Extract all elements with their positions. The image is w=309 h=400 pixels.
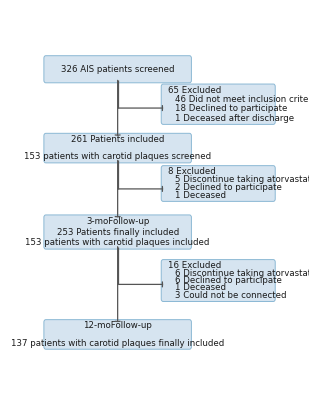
Text: 1 Deceased: 1 Deceased [175,284,226,292]
Text: 6 Declined to participate: 6 Declined to participate [175,276,282,285]
Text: 153 patients with carotid plaques included: 153 patients with carotid plaques includ… [25,238,210,248]
Text: 16 Excluded: 16 Excluded [168,261,221,270]
FancyBboxPatch shape [161,166,275,201]
FancyBboxPatch shape [161,260,275,302]
Text: 153 patients with carotid plaques screened: 153 patients with carotid plaques screen… [24,152,211,161]
Text: 8 Excluded: 8 Excluded [168,167,216,176]
FancyBboxPatch shape [44,56,191,83]
Text: 46 Did not meet inclusion criteria: 46 Did not meet inclusion criteria [175,95,309,104]
Text: 2 Declined to participate: 2 Declined to participate [175,183,282,192]
FancyBboxPatch shape [44,320,191,349]
Text: 137 patients with carotid plaques finally included: 137 patients with carotid plaques finall… [11,338,224,348]
Text: 1 Deceased: 1 Deceased [175,191,226,200]
Text: 1 Deceased after discharge: 1 Deceased after discharge [175,114,294,123]
Text: 5 Discontinue taking atorvastatin: 5 Discontinue taking atorvastatin [175,175,309,184]
Text: 12-moFollow-up: 12-moFollow-up [83,321,152,330]
Text: 3 Could not be connected: 3 Could not be connected [175,291,287,300]
FancyBboxPatch shape [44,215,191,249]
FancyBboxPatch shape [44,133,191,163]
Text: 326 AIS patients screened: 326 AIS patients screened [61,65,174,74]
Text: 6 Discontinue taking atorvastatin: 6 Discontinue taking atorvastatin [175,269,309,278]
Text: 65 Excluded: 65 Excluded [168,86,221,95]
Text: 18 Declined to participate: 18 Declined to participate [175,104,287,113]
FancyBboxPatch shape [161,84,275,124]
Text: 3-moFollow-up: 3-moFollow-up [86,216,149,226]
Text: 253 Patients finally included: 253 Patients finally included [57,228,179,236]
Text: 261 Patients included: 261 Patients included [71,135,164,144]
